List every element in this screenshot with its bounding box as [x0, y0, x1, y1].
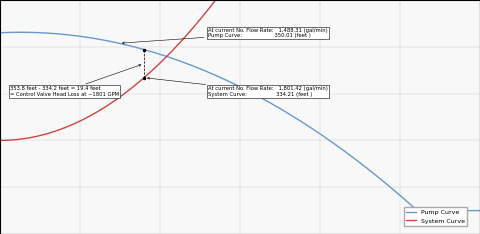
System Curve: [477, 0, 480, 1]
Text: At current No. Flow Rate:   1,801.42 (gal/min)
System Curve:                  33: At current No. Flow Rate: 1,801.42 (gal/…: [147, 77, 328, 97]
Pump Curve: [188, 64, 194, 67]
Pump Curve: [155, 52, 160, 55]
Text: At current No. Flow Rate:   1,488.31 (gal/min)
Pump Curve:                    35: At current No. Flow Rate: 1,488.31 (gal/…: [122, 28, 328, 44]
Pump Curve: [345, 152, 350, 155]
Pump Curve: [56, 33, 62, 35]
System Curve: [187, 30, 193, 33]
System Curve: [300, 0, 306, 1]
Pump Curve: [477, 209, 480, 212]
System Curve: [154, 65, 159, 68]
System Curve: [0, 139, 3, 142]
Pump Curve: [300, 121, 306, 124]
Pump Curve: [18, 31, 24, 34]
System Curve: [345, 0, 350, 1]
Pump Curve: [415, 209, 420, 212]
System Curve: [55, 129, 60, 132]
Line: Pump Curve: Pump Curve: [0, 32, 480, 211]
System Curve: [214, 0, 219, 1]
Pump Curve: [347, 154, 353, 157]
Legend: Pump Curve, System Curve: Pump Curve, System Curve: [404, 207, 467, 226]
Text: 353.8 feet - 334.2 feet = 19.4 feet
= Control Valve Head Loss at ~1801 GPM: 353.8 feet - 334.2 feet = 19.4 feet = Co…: [10, 64, 141, 97]
Line: System Curve: System Curve: [0, 0, 480, 140]
Pump Curve: [0, 31, 3, 34]
System Curve: [347, 0, 353, 1]
